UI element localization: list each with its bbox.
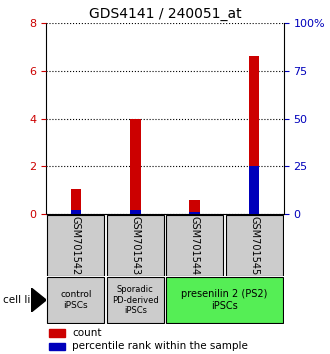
Text: count: count [72,328,102,338]
Bar [49,343,65,350]
Text: GSM701542: GSM701542 [71,216,81,275]
Bar [189,200,200,214]
Text: Sporadic
PD-derived
iPSCs: Sporadic PD-derived iPSCs [112,285,159,315]
Bar [166,215,223,275]
Text: control
iPSCs: control iPSCs [60,290,92,310]
Bar [48,215,104,275]
Bar [48,276,104,324]
Bar [130,119,141,214]
Bar [71,189,81,214]
Text: cell line: cell line [3,295,44,305]
Bar [49,329,65,337]
Text: GSM701544: GSM701544 [190,216,200,275]
Bar [249,166,259,214]
Polygon shape [31,288,46,312]
Title: GDS4141 / 240051_at: GDS4141 / 240051_at [89,7,241,21]
Text: GSM701545: GSM701545 [249,216,259,275]
Bar [130,210,141,214]
Bar [71,210,81,214]
Bar [189,212,200,214]
Text: GSM701543: GSM701543 [130,216,140,275]
Text: presenilin 2 (PS2)
iPSCs: presenilin 2 (PS2) iPSCs [181,289,268,311]
Bar [107,215,164,275]
Text: percentile rank within the sample: percentile rank within the sample [72,341,248,352]
Bar [166,276,282,324]
Bar [226,215,282,275]
Bar [107,276,164,324]
Bar [249,56,259,214]
